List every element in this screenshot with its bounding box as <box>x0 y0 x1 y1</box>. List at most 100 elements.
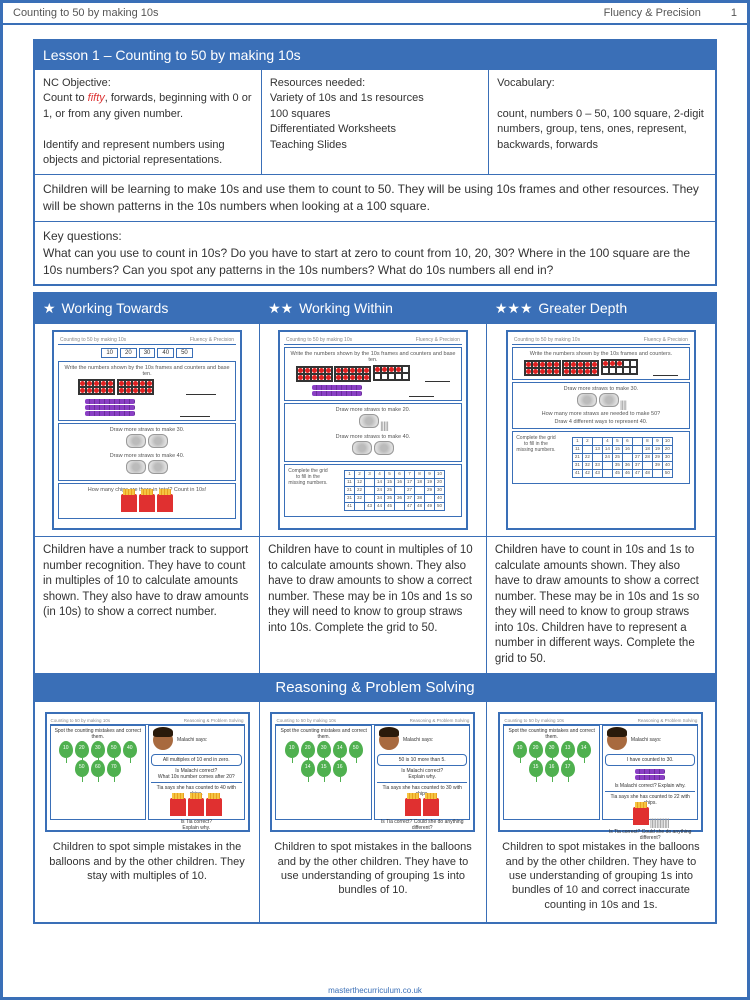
balloons-row: 1020301314151617 <box>506 740 597 778</box>
speech-bubble: 50 is 10 more than 5. <box>377 754 468 766</box>
balloons-panel: Spot the counting mistakes and correct t… <box>503 725 600 820</box>
nc-text-1a: Count to <box>43 92 88 104</box>
th-l: Counting to 50 by making 10s <box>51 718 111 723</box>
balloon-icon: 14 <box>333 741 347 758</box>
malachi-label: Malachi says: <box>631 737 661 743</box>
summary-cell: Children will be learning to make 10s an… <box>34 175 716 222</box>
child-face-icon <box>153 730 173 750</box>
nc-objective-cell: NC Objective: Count to fifty, forwards, … <box>34 70 261 175</box>
th-r: Fluency & Precision <box>416 337 460 343</box>
vocab-text: count, numbers 0 – 50, 100 square, 2-dig… <box>497 108 704 151</box>
rp-ww-desc: Children to spot mistakes in the balloon… <box>266 836 480 901</box>
page-number: 1 <box>731 7 737 19</box>
malachi-panel: Malachi says: 50 is 10 more than 5. Is M… <box>374 725 471 820</box>
straw-bundle-icon <box>599 393 619 407</box>
balloon-icon: 30 <box>91 741 105 758</box>
loose-straws-icon: |||| <box>620 400 626 411</box>
tia-text: Tia says she has counted to 22 with chip… <box>605 794 696 806</box>
balloon-icon: 40 <box>123 741 137 758</box>
balloon-icon: 15 <box>529 760 543 777</box>
levels-table: ★ Working Towards ★★ Working Within ★★★ … <box>33 292 717 924</box>
ww-label: Working Within <box>299 300 393 316</box>
balloon-icon: 10 <box>513 741 527 758</box>
rp-gd-desc: Children to spot mistakes in the balloon… <box>493 836 709 915</box>
gd-t3: How many more straws are needed to make … <box>516 411 686 417</box>
malachi-label: Malachi says: <box>177 737 207 743</box>
res-text: Variety of 10s and 1s resources 100 squa… <box>270 92 424 150</box>
balloon-icon: 50 <box>349 741 363 758</box>
balloon-icon: 20 <box>75 741 89 758</box>
header-right: Fluency & Precision <box>604 7 701 19</box>
main-container: Lesson 1 – Counting to 50 by making 10s … <box>3 25 747 932</box>
balloon-icon: 15 <box>317 760 331 777</box>
child-face-icon <box>607 730 627 750</box>
gd-t2: Draw more straws to make 30. <box>516 386 686 392</box>
balloon-icon: 50 <box>107 741 121 758</box>
vocab-label: Vocabulary: <box>497 77 554 89</box>
header-left: Counting to 50 by making 10s <box>13 7 159 19</box>
answer-line <box>180 398 210 417</box>
gd-header: ★★★ Greater Depth <box>486 293 716 324</box>
q2: What 10s number comes after 20? <box>151 774 242 780</box>
balloon-icon: 14 <box>301 760 315 777</box>
wt-thumb-cell: Counting to 50 by making 10sFluency & Pr… <box>34 324 260 537</box>
gd-desc: Children have to count in 10s and 1s to … <box>486 537 716 674</box>
th-r: Fluency & Precision <box>190 337 234 343</box>
rp-gd-cell: Counting to 50 by making 10sReasoning & … <box>486 702 716 923</box>
nc-text-2: Identify and represent numbers using obj… <box>43 139 225 166</box>
ww-header: ★★ Working Within <box>260 293 487 324</box>
balloons-row: 1020305040506070 <box>53 740 144 778</box>
gd-thumb-cell: Counting to 50 by making 10sFluency & Pr… <box>486 324 716 537</box>
wt-t3: Draw more straws to make 40. <box>62 453 232 459</box>
wt-t2: Draw more straws to make 30. <box>62 427 232 433</box>
q1: Is Malachi correct? Explain why. <box>605 783 696 789</box>
rp-ww-thumb: Counting to 50 by making 10sReasoning & … <box>270 712 475 832</box>
lesson-title: Lesson 1 – Counting to 50 by making 10s <box>34 40 716 70</box>
base-ten-rods-icon <box>85 398 135 417</box>
gd-t4: Draw 4 different ways to represent 40. <box>516 419 686 425</box>
fifty-word: fifty <box>88 92 105 104</box>
balloons-panel: Spot the counting mistakes and correct t… <box>275 725 372 820</box>
ww-thumb: Counting to 50 by making 10sFluency & Pr… <box>278 330 468 530</box>
th-r: Fluency & Precision <box>644 337 688 343</box>
loose-straws-icon: |||||||||||| <box>650 818 669 829</box>
number-track: 1020304050 <box>58 348 236 358</box>
wt-desc: Children have a number track to support … <box>34 537 260 674</box>
tia-q: Is Tia correct? Could she do anything di… <box>377 819 468 831</box>
balloon-icon: 16 <box>333 760 347 777</box>
number-grid: 1245689101113141516181920212224252728293… <box>572 437 673 478</box>
balloon-icon: 20 <box>529 741 543 758</box>
balloon-icon: 30 <box>545 741 559 758</box>
tens-frame-icon <box>524 359 638 376</box>
resources-cell: Resources needed: Variety of 10s and 1s … <box>261 70 488 175</box>
balloon-icon: 10 <box>285 741 299 758</box>
rp-ww-cell: Counting to 50 by making 10sReasoning & … <box>260 702 487 923</box>
wt-t1: Write the numbers shown by the 10s frame… <box>62 365 232 377</box>
straw-bundle-icon <box>148 460 168 474</box>
th-l: Counting to 50 by making 10s <box>504 718 564 723</box>
rp-header: Reasoning & Problem Solving <box>34 674 716 702</box>
straw-bundle-icon <box>352 441 372 455</box>
ww-t2: Draw more straws to make 20. <box>288 407 458 413</box>
res-label: Resources needed: <box>270 77 365 89</box>
loose-straws-icon: ||||| <box>380 421 388 432</box>
fries-icon <box>170 798 186 816</box>
straw-bundle-icon <box>374 441 394 455</box>
malachi-label: Malachi says: <box>403 737 433 743</box>
keyq-text: What can you use to count in 10s? Do you… <box>43 246 690 277</box>
fries-icon <box>633 807 649 825</box>
malachi-panel: Malachi says: I have counted to 30. Is M… <box>602 725 699 820</box>
spot-text: Spot the counting mistakes and correct t… <box>278 728 369 740</box>
balloon-icon: 60 <box>91 760 105 777</box>
gd-thumb: Counting to 50 by making 10sFluency & Pr… <box>506 330 696 530</box>
balloon-icon: 30 <box>317 741 331 758</box>
vocab-cell: Vocabulary: count, numbers 0 – 50, 100 s… <box>489 70 716 175</box>
base-ten-rods-icon <box>635 768 665 781</box>
tens-frame-icon <box>296 365 410 382</box>
base-ten-rods-icon <box>312 384 362 397</box>
tens-frame-icon <box>78 379 154 395</box>
ww-t1: Write the numbers shown by the 10s frame… <box>288 351 458 363</box>
balloon-icon: 16 <box>545 760 559 777</box>
tia-q: Is Tia correct? Explain why. <box>151 819 242 831</box>
fries-icon <box>206 798 222 816</box>
